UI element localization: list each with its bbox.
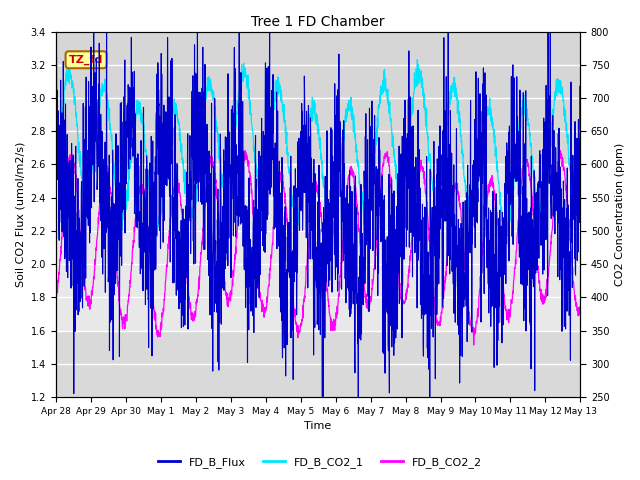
Bar <box>56 32 580 165</box>
Text: TZ_fd: TZ_fd <box>69 55 103 65</box>
X-axis label: Time: Time <box>305 421 332 432</box>
Bar <box>56 331 580 397</box>
Legend: FD_B_Flux, FD_B_CO2_1, FD_B_CO2_2: FD_B_Flux, FD_B_CO2_1, FD_B_CO2_2 <box>154 452 486 472</box>
Y-axis label: CO2 Concentration (ppm): CO2 Concentration (ppm) <box>615 143 625 286</box>
Title: Tree 1 FD Chamber: Tree 1 FD Chamber <box>252 15 385 29</box>
Y-axis label: Soil CO2 Flux (umol/m2/s): Soil CO2 Flux (umol/m2/s) <box>15 142 25 287</box>
